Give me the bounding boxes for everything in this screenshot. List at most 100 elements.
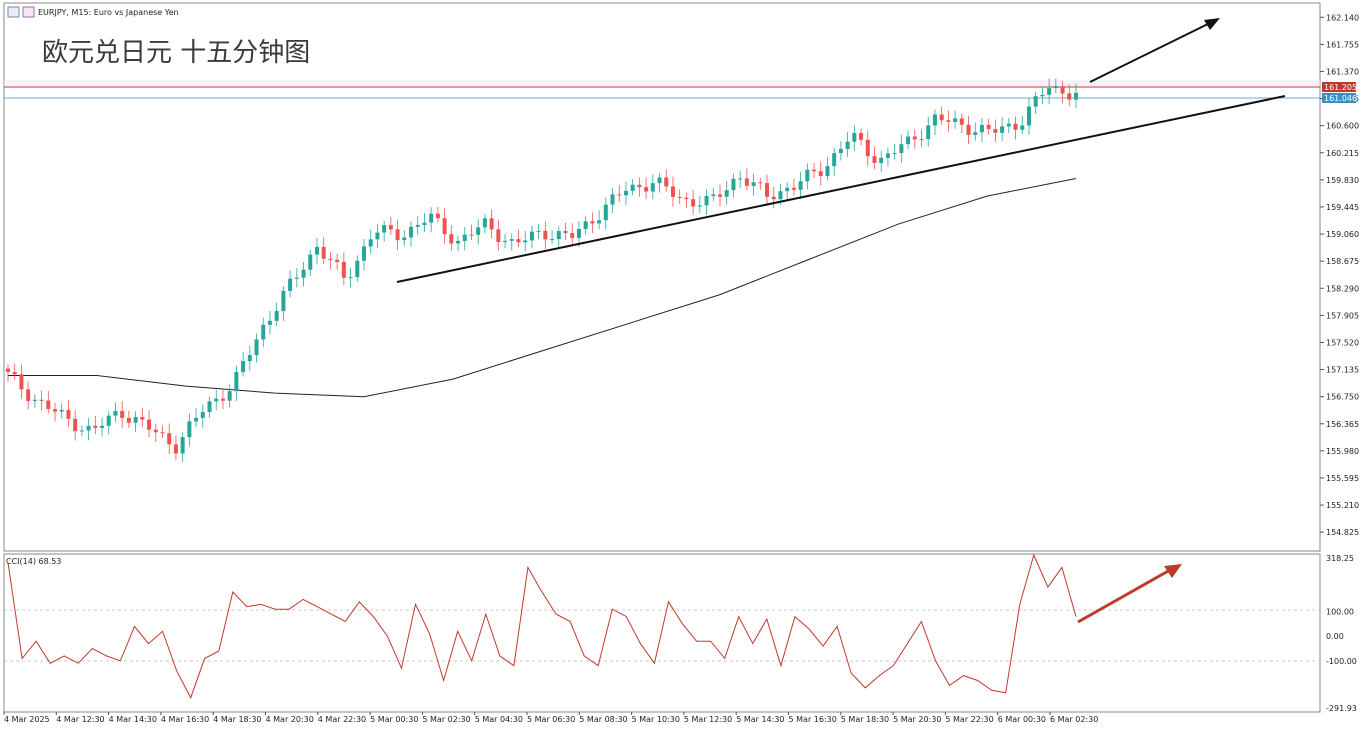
bullish-arrow-shaft[interactable] <box>1089 21 1213 83</box>
candle-body <box>113 411 118 416</box>
candle-body <box>1000 126 1005 133</box>
candle-body <box>173 444 178 454</box>
candle-body <box>328 258 333 260</box>
candle-body <box>1040 94 1045 97</box>
time-axis: 4 Mar 2025 4 Mar 12:30 4 Mar 14:30 4 Mar 16… <box>3 712 1098 724</box>
time-tick-label: 5 Mar 14:30 <box>736 715 784 724</box>
candle-body <box>368 239 373 247</box>
price-tick-label: 158.675 <box>1326 257 1359 266</box>
cci-label: CCI(14) 68.53 <box>6 557 61 566</box>
candle-body <box>167 433 172 445</box>
candle-body <box>677 196 682 198</box>
candle-body <box>449 234 454 244</box>
candle-body <box>1033 96 1038 107</box>
candle-body <box>946 120 951 122</box>
candle-body <box>375 232 380 240</box>
candle-body <box>778 191 783 200</box>
candle-body <box>388 225 393 230</box>
candle-body <box>73 418 78 432</box>
price-tick-label: 155.595 <box>1326 474 1359 483</box>
cci-tick-label: 318.25 <box>1326 554 1354 563</box>
candle-body <box>617 194 622 196</box>
candle-body <box>227 391 232 401</box>
candle-body <box>1067 93 1072 100</box>
candle-body <box>402 237 407 241</box>
time-tick-label: 4 Mar 12:30 <box>56 715 104 724</box>
time-tick-label: 5 Mar 04:30 <box>475 715 523 724</box>
candle-body <box>691 199 696 207</box>
candle-body <box>852 132 857 142</box>
time-tick-label: 4 Mar 2025 <box>4 715 50 724</box>
candle-body <box>718 194 722 197</box>
chart-props-icon[interactable] <box>22 6 35 18</box>
candle-body <box>885 153 890 158</box>
candle-body <box>160 432 165 434</box>
candle-body <box>597 220 602 224</box>
moving-average-line <box>8 178 1077 398</box>
cci-arrow-shaft[interactable] <box>1077 568 1171 624</box>
overlay-title: 欧元兑日元 十五分钟图 <box>42 38 310 68</box>
candle-body <box>241 361 246 372</box>
price-tick-label: 160.215 <box>1326 149 1359 158</box>
candle-body <box>429 213 434 223</box>
candle-body <box>630 184 635 191</box>
candle-body <box>805 169 810 182</box>
candle-body <box>758 182 763 184</box>
candle-body <box>879 157 884 163</box>
support-trendline[interactable] <box>396 95 1286 283</box>
candle-body <box>341 261 346 278</box>
candle-body <box>66 409 71 419</box>
candle-body <box>563 231 568 234</box>
candle-body <box>140 417 145 420</box>
candle-body <box>26 389 31 401</box>
candle-body <box>603 204 608 221</box>
resistance-badge-label: 161.205 <box>1324 83 1357 92</box>
candle-body <box>791 187 796 190</box>
header-icons[interactable] <box>7 6 35 18</box>
candle-body <box>348 277 353 279</box>
candle-body <box>496 229 501 242</box>
candle-body <box>859 132 864 140</box>
candle-body <box>751 182 756 186</box>
candle-body <box>214 398 219 402</box>
candle-body <box>738 178 743 180</box>
candle-body <box>697 205 702 207</box>
candle-body <box>550 239 555 241</box>
candle-body <box>765 183 770 197</box>
candlesticks <box>6 78 1078 462</box>
candle-body <box>973 132 978 135</box>
candle-body <box>415 224 420 227</box>
candle-body <box>220 398 225 401</box>
candle-body <box>456 240 461 244</box>
time-tick-label: 5 Mar 10:30 <box>632 715 680 724</box>
candle-body <box>469 234 474 236</box>
candle-body <box>785 187 790 192</box>
candle-body <box>939 114 944 121</box>
candle-body <box>798 181 803 190</box>
candle-body <box>899 144 904 154</box>
candle-body <box>516 239 521 243</box>
price-tick-label: 154.825 <box>1326 528 1359 537</box>
time-tick-label: 5 Mar 20:30 <box>893 715 941 724</box>
candle-body <box>1006 123 1011 127</box>
candle-body <box>261 324 266 340</box>
resistance-badge: 161.205 <box>1322 82 1357 92</box>
price-tick-label: 157.135 <box>1326 366 1359 375</box>
cci-line <box>7 553 1077 699</box>
candle-body <box>247 355 252 362</box>
candle-body <box>818 171 823 176</box>
candle-body <box>200 411 205 418</box>
candle-body <box>932 114 937 126</box>
chart-menu-icon[interactable] <box>7 6 20 18</box>
candle-body <box>523 240 528 243</box>
candle-body <box>684 197 689 200</box>
candle-body <box>825 166 830 176</box>
price-tick-label: 158.290 <box>1326 284 1359 293</box>
candle-body <box>462 234 467 241</box>
candle-body <box>1053 86 1058 89</box>
candle-body <box>314 246 319 255</box>
candle-body <box>845 141 850 150</box>
candle-body <box>6 368 10 373</box>
price-tick-label: 160.600 <box>1326 122 1359 131</box>
candle-body <box>100 425 105 428</box>
